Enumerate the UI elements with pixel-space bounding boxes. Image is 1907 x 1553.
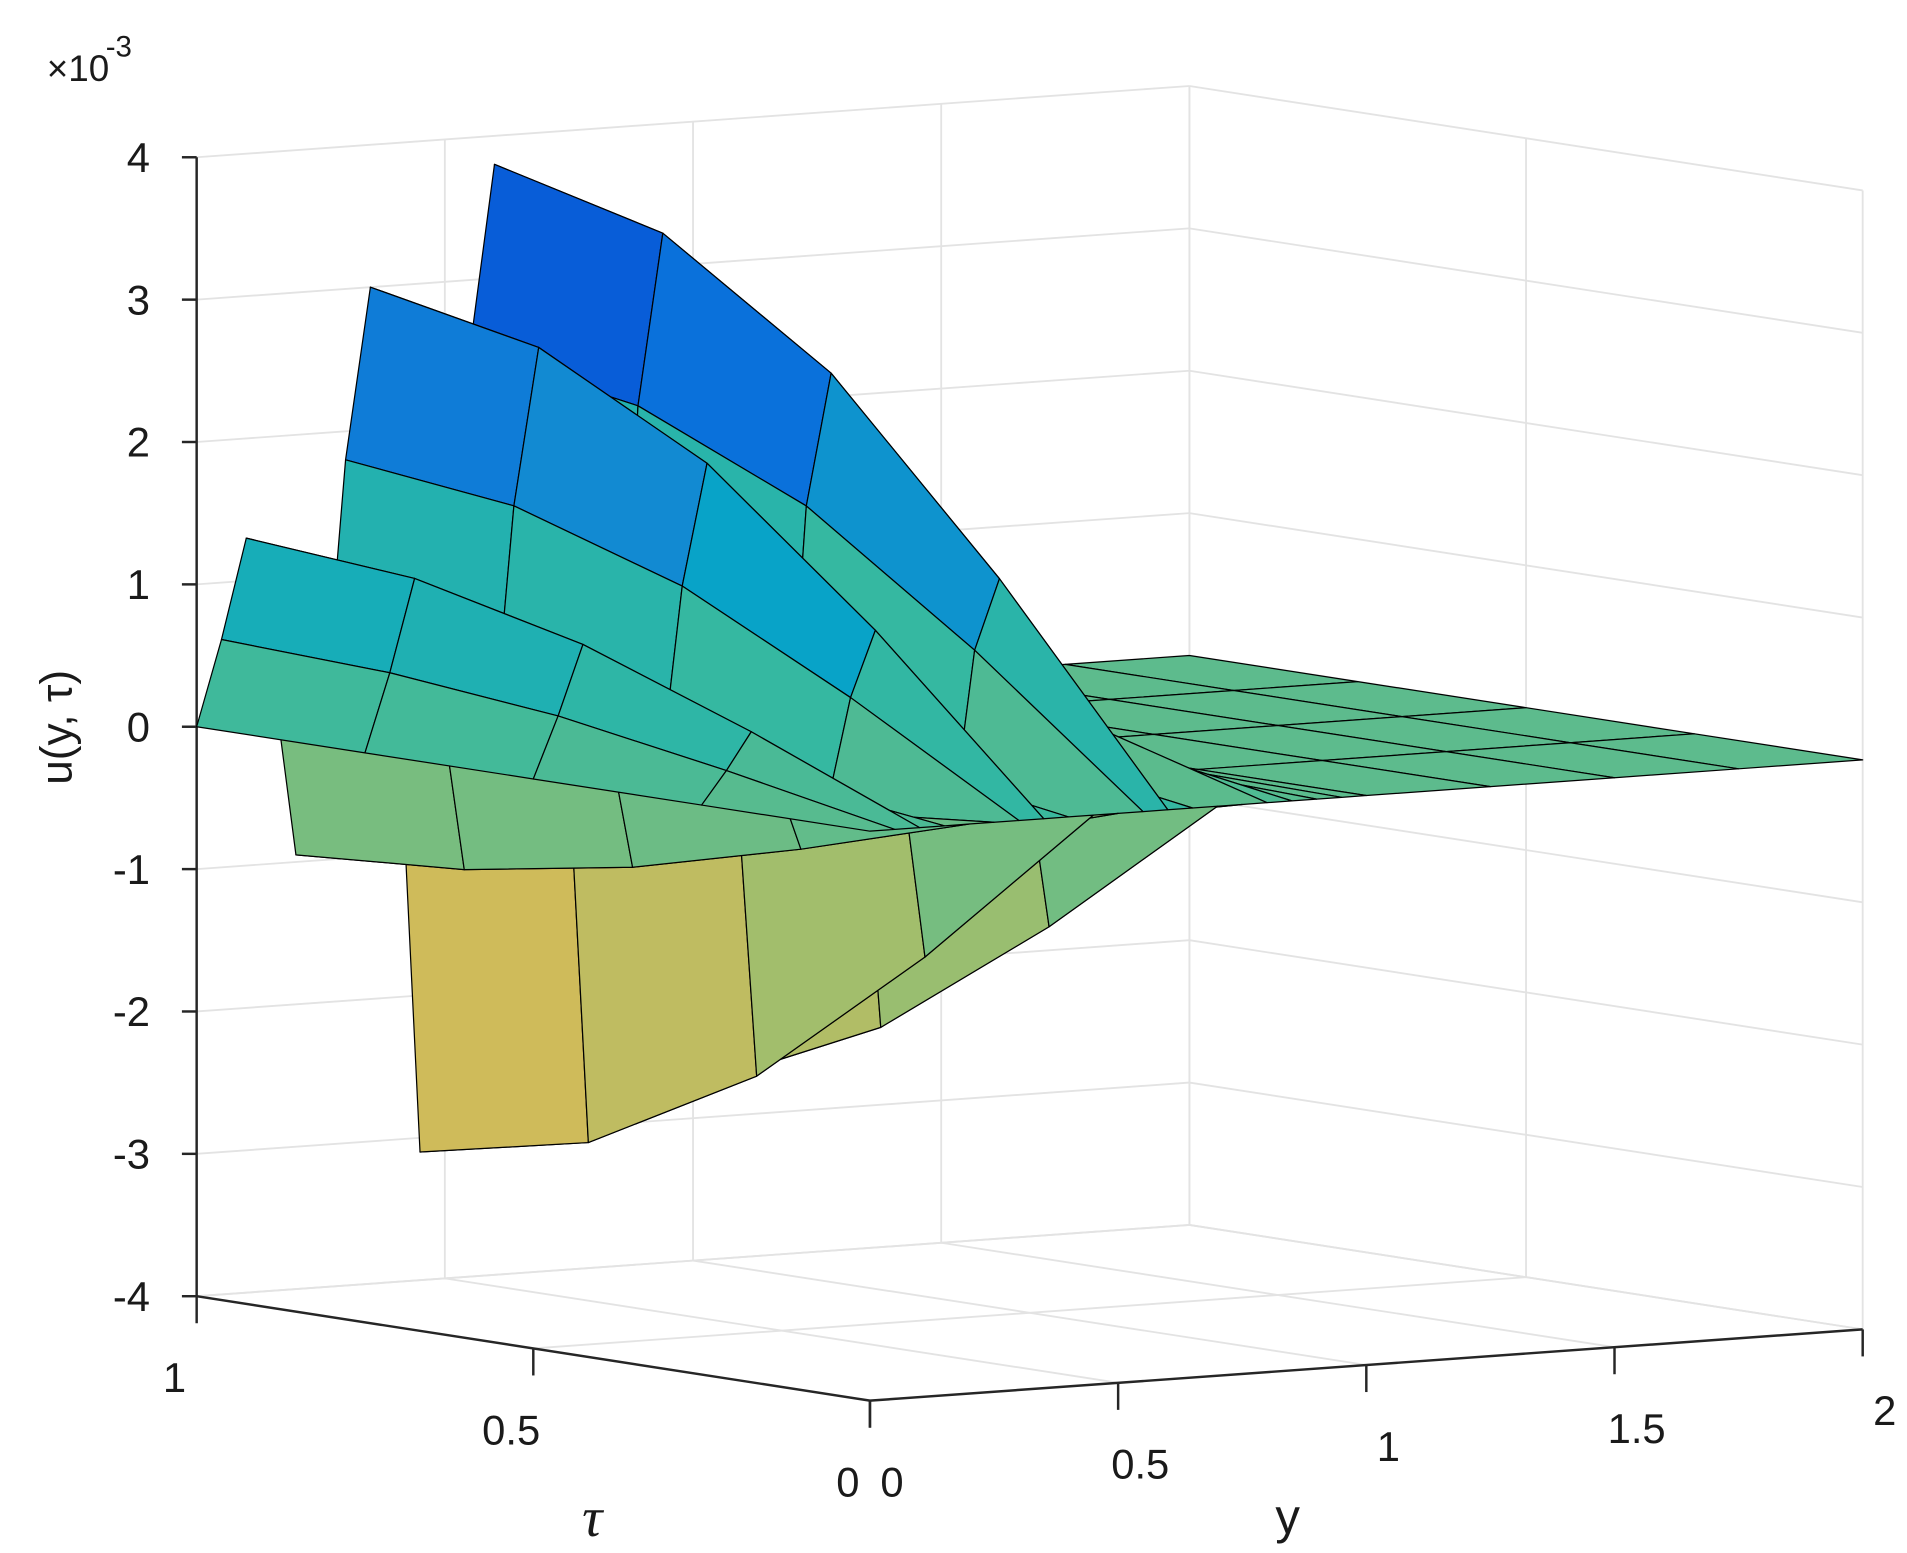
grid-line xyxy=(196,1224,1190,1298)
tau-tick-label: 1 xyxy=(163,1354,186,1401)
z-tick-label: 1 xyxy=(127,561,150,608)
z-tick-label: 0 xyxy=(127,703,150,750)
z-tick-label: -2 xyxy=(113,988,150,1035)
grid-line xyxy=(533,1276,1527,1350)
tau-tick-label: 0.5 xyxy=(482,1406,540,1453)
z-tick-label: -3 xyxy=(113,1131,150,1178)
surface-patch xyxy=(701,769,896,832)
y-tick-label: 0.5 xyxy=(1111,1441,1169,1488)
z-axis-label: u(y, τ) xyxy=(32,670,81,785)
y-axis-label: y xyxy=(1275,1490,1300,1544)
y-tick-label: 0 xyxy=(880,1458,903,1505)
z-tick-label: 3 xyxy=(127,276,150,323)
z-scale-label: ×10 xyxy=(47,48,110,89)
y-tick-label: 1 xyxy=(1377,1423,1400,1470)
tau-tick-label: 0 xyxy=(836,1458,859,1505)
y-tick-label: 1.5 xyxy=(1608,1405,1666,1452)
grid-line xyxy=(1189,85,1863,192)
z-tick-label: 4 xyxy=(127,134,150,181)
z-tick-label: -1 xyxy=(113,846,150,893)
tau-axis-label: τ xyxy=(582,1487,604,1549)
y-tick-label: 2 xyxy=(1873,1387,1896,1434)
z-tick-label: -4 xyxy=(113,1273,150,1320)
z-tick-label: 2 xyxy=(127,419,150,466)
z-scale-power: -3 xyxy=(106,31,132,64)
